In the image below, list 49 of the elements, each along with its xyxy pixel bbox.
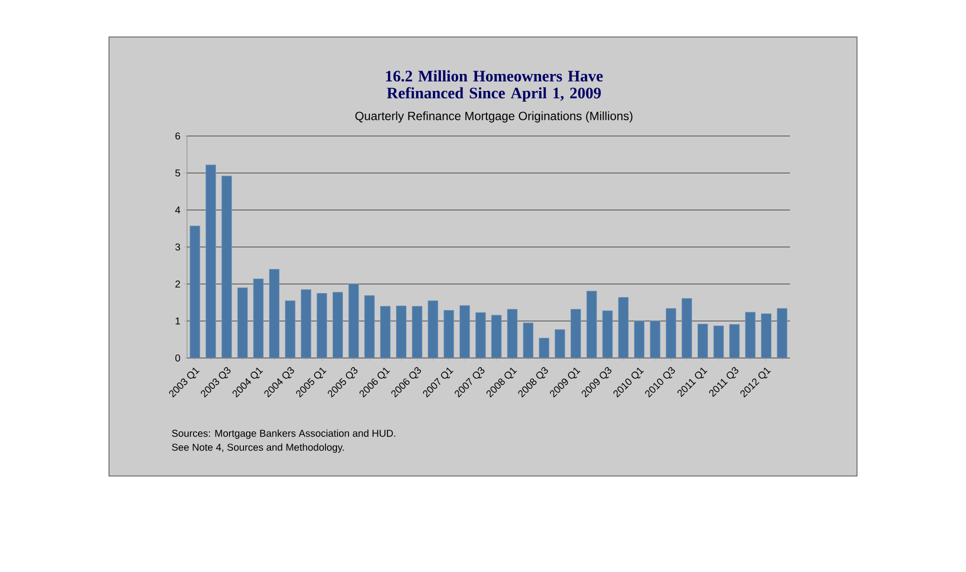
bar	[729, 324, 740, 358]
bar	[475, 312, 486, 358]
bar	[522, 322, 534, 358]
chart-subtitle: Quarterly Refinance Mortgage Originations (Millions)	[355, 111, 632, 123]
bar	[491, 314, 502, 358]
bar	[396, 306, 406, 358]
bar	[221, 176, 232, 358]
bar	[284, 300, 296, 358]
bar	[364, 295, 375, 358]
bar	[682, 298, 692, 358]
source-note: Sources: Mortgage Bankers Association and HUD.	[172, 430, 396, 439]
bar	[698, 324, 708, 358]
bar	[570, 308, 581, 358]
bar	[776, 308, 788, 358]
bar	[206, 164, 216, 358]
chart-title: 16.2 Million Homeowners Have Refinanced Since April 1, 2009	[386, 70, 603, 102]
y-tick-label: 6	[175, 132, 180, 140]
bar	[380, 306, 391, 358]
bar	[602, 310, 613, 358]
bar	[444, 310, 454, 358]
bar	[650, 320, 660, 358]
bar	[761, 313, 772, 358]
bar	[507, 308, 518, 358]
y-tick-label: 5	[175, 170, 180, 176]
bar	[316, 293, 328, 358]
y-tick-label: 4	[175, 206, 180, 214]
bar	[745, 312, 756, 358]
y-tick-label: 0	[175, 354, 180, 362]
bar	[554, 329, 566, 358]
bar	[634, 320, 644, 358]
bar	[269, 268, 280, 358]
bar	[300, 289, 312, 358]
bar	[618, 297, 629, 358]
bar	[713, 326, 724, 358]
bar	[237, 287, 248, 358]
y-tick-label: 2	[175, 280, 180, 288]
bar	[412, 306, 422, 358]
bar	[586, 290, 597, 358]
y-tick-label: 1	[176, 318, 180, 324]
bar	[190, 226, 200, 358]
bar	[348, 284, 359, 358]
bar	[332, 292, 343, 358]
bar	[428, 300, 438, 358]
y-tick-label: 3	[175, 243, 180, 251]
text: See Note 4, Sources and Methodology.	[172, 443, 344, 453]
bar	[460, 305, 470, 358]
bar	[253, 278, 264, 358]
bar	[538, 338, 550, 358]
bar	[666, 308, 676, 358]
